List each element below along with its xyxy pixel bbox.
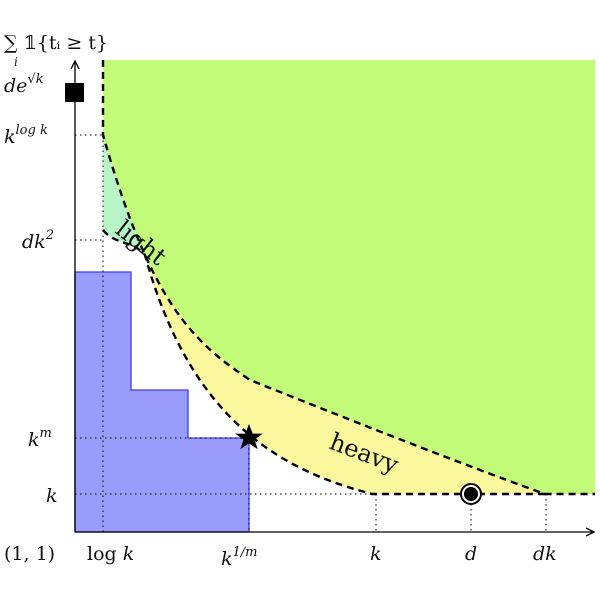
y-axis-label: ∑ 𝟙{tᵢ ≥ t} [4,32,108,54]
x-tick-logk: log k [87,543,134,565]
x-tick-k: k [370,543,382,565]
light-region [103,135,145,255]
lower-boundary-curve [102,229,545,496]
star-marker [235,424,263,450]
y-tick-de-sqrtk: de√k [4,72,44,97]
circled-dot-marker [460,483,482,505]
origin-label: (1, 1) [4,543,55,565]
y-tick-klogk: klog k [4,123,48,148]
square-marker [65,83,84,102]
y-tick-dk2: dk2 [22,228,54,253]
y-tick-k: k [46,485,58,507]
y-axis-label-subscript: i [14,55,18,69]
x-tick-k1m: k1/m [221,545,258,570]
y-tick-km: km [28,426,52,451]
green-region [103,60,595,494]
x-tick-d: d [465,543,477,565]
upper-boundary-curve [101,60,595,496]
heavy-region [145,255,545,494]
x-tick-dk: dk [533,543,557,565]
